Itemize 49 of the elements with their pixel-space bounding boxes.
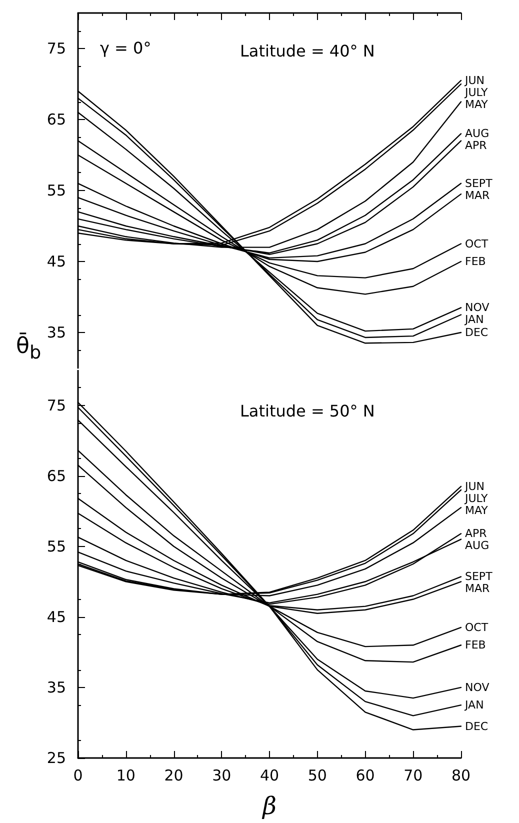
annotation: γ = 0° <box>100 38 152 58</box>
y-tick-label: 35 <box>46 678 66 696</box>
series-label: JAN <box>464 698 484 712</box>
y-tick-label: 55 <box>46 537 66 556</box>
y-tick-label: 75 <box>46 40 66 58</box>
y-axis-title: θ̄$_{b}$ <box>16 334 42 364</box>
y-tick-label: 65 <box>46 466 66 485</box>
y-tick-label: 75 <box>46 396 66 414</box>
x-tick-label: 40 <box>260 766 280 784</box>
series-label: NOV <box>465 301 490 314</box>
series-label: JAN <box>464 313 484 326</box>
series-label: MAY <box>465 504 488 517</box>
x-tick-label: 80 <box>451 766 471 784</box>
y-tick-label: 35 <box>46 324 66 342</box>
text: Latitude = 40° N <box>240 42 375 60</box>
series-label: FEB <box>465 638 486 652</box>
series-label: SEPT <box>465 570 493 584</box>
series-label: MAR <box>465 188 490 202</box>
x-tick-label: 10 <box>116 766 136 784</box>
x-tick-label: 70 <box>404 766 423 784</box>
series-label: MAR <box>465 582 490 596</box>
series-label: SEPT <box>465 176 493 190</box>
series-label: FEB <box>465 255 486 268</box>
series-label: AUG <box>465 539 490 552</box>
series-label: AUG <box>465 127 490 140</box>
series-label: NOV <box>465 680 490 694</box>
series-label: DEC <box>465 720 488 733</box>
series-label: APR <box>465 139 488 152</box>
y-tick-label: 45 <box>46 252 66 270</box>
series-label: DEC <box>465 326 488 339</box>
x-tick-label: 20 <box>164 766 184 784</box>
series-label: OCT <box>465 237 488 250</box>
y-tick-label: 65 <box>46 110 66 128</box>
series-label: MAY <box>465 98 488 111</box>
series-label: APR <box>465 527 488 540</box>
x-tick-label: 30 <box>212 766 232 784</box>
x-tick-label: 60 <box>356 766 375 784</box>
x-axis-title: β <box>262 792 276 820</box>
y-tick-label: 45 <box>46 608 66 626</box>
series-label: JUN <box>464 74 485 87</box>
series-label: OCT <box>465 620 488 634</box>
y-tick-label: 55 <box>46 182 66 200</box>
series-label: JUN <box>464 480 485 493</box>
series-label: JULY <box>464 492 488 505</box>
x-tick-label: 0 <box>73 766 83 784</box>
y-tick-label: 25 <box>46 749 66 767</box>
x-tick-label: 50 <box>308 766 327 784</box>
text: Latitude = 50° N <box>240 402 375 420</box>
series-label: JULY <box>464 86 488 99</box>
